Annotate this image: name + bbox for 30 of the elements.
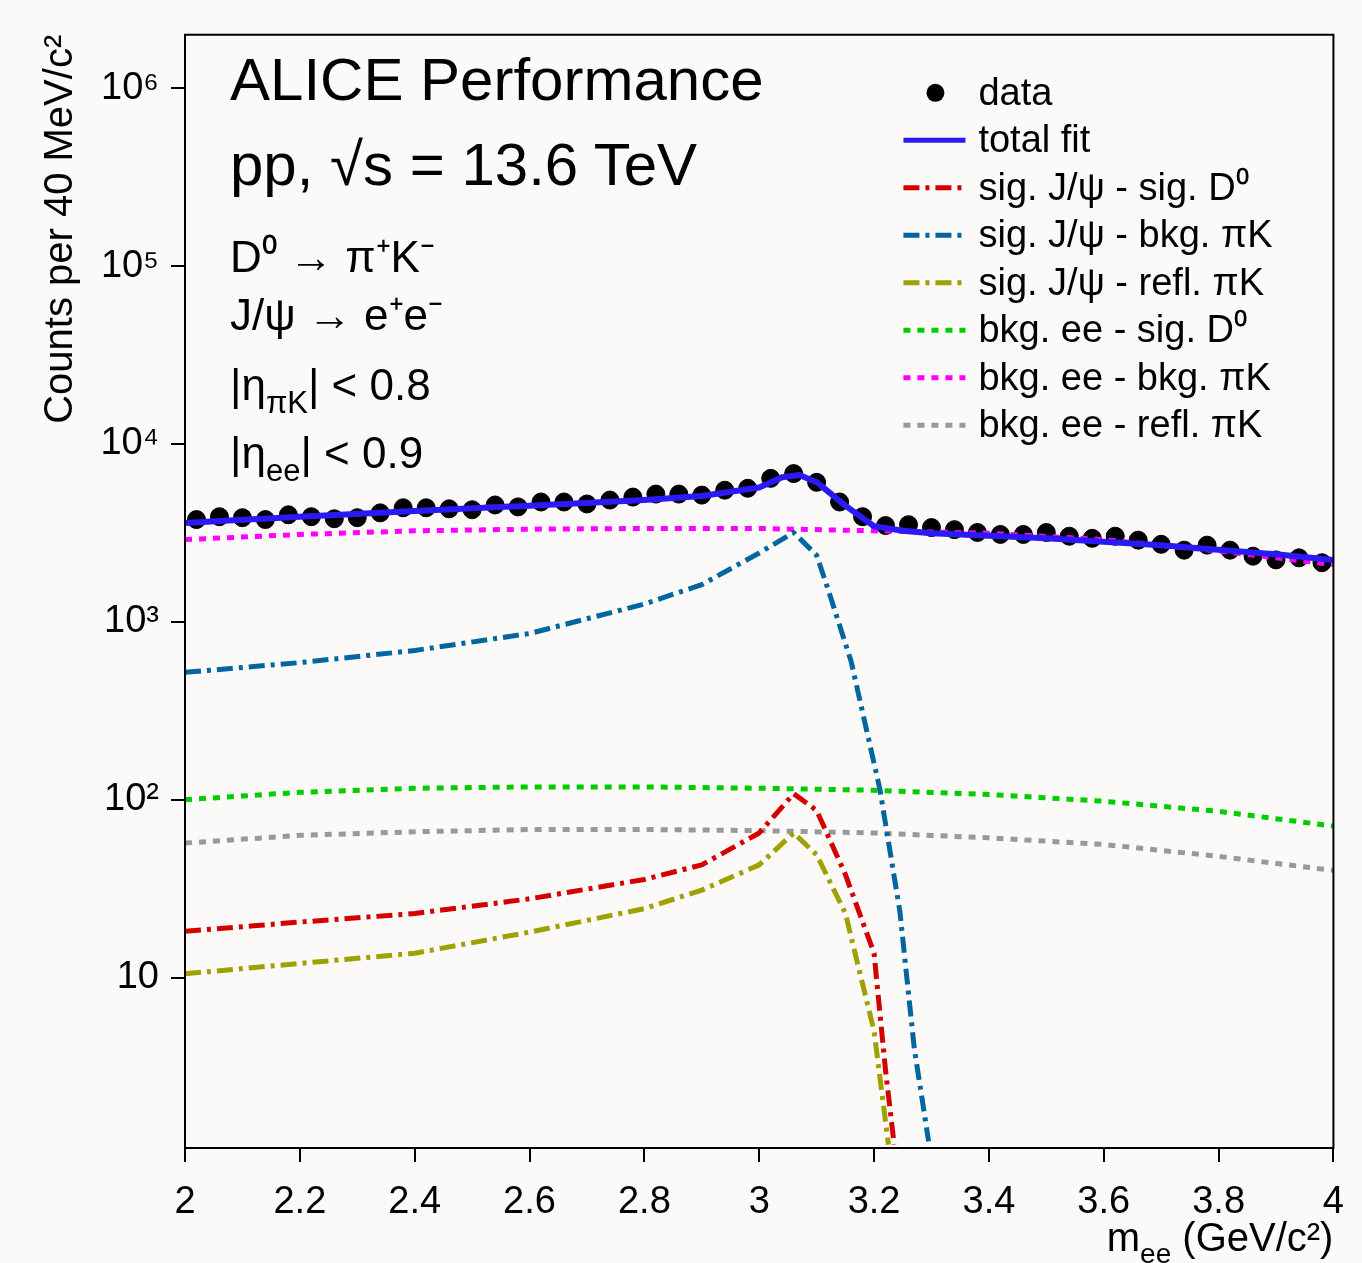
y-axis-title: Counts per 40 MeV/c²	[36, 34, 80, 424]
x-tick-label: 2.4	[388, 1179, 442, 1222]
legend-label: sig. J/ψ - sig. D⁰	[978, 165, 1249, 208]
x-tick-label: 3	[748, 1179, 770, 1222]
x-tick-label: 2	[174, 1179, 196, 1222]
x-tick-label: 3.8	[1192, 1179, 1245, 1222]
legend-label: bkg. ee - refl. πK	[978, 403, 1263, 446]
legend-label: bkg. ee - sig. D⁰	[978, 308, 1247, 351]
x-tick-label: 3.6	[1077, 1179, 1131, 1222]
annotation: D⁰ → π⁺K⁻	[230, 232, 435, 281]
x-tick-label: 2.6	[503, 1179, 556, 1222]
annotation: pp, √s = 13.6 TeV	[230, 131, 698, 198]
legend-label: sig. J/ψ - refl. πK	[978, 260, 1265, 303]
legend-label: data	[978, 70, 1054, 113]
y-tick-label: 10⁶	[101, 64, 159, 107]
x-tick-label: 3.4	[962, 1179, 1016, 1222]
y-tick-label: 10	[116, 954, 159, 997]
x-tick-label: 3.2	[847, 1179, 901, 1222]
legend-label: total fit	[978, 118, 1091, 161]
annotation: J/ψ → e⁺e⁻	[230, 290, 443, 339]
legend-label: bkg. ee - bkg. πK	[978, 355, 1271, 398]
y-tick-label: 10⁴	[100, 420, 159, 463]
y-tick-label: 10⁵	[100, 242, 159, 285]
y-tick-label: 10²	[104, 776, 159, 819]
x-tick-label: 2.8	[617, 1179, 671, 1222]
x-tick-label: 2.2	[273, 1179, 327, 1222]
y-tick-label: 10³	[104, 598, 159, 641]
legend-label: sig. J/ψ - bkg. πK	[978, 213, 1273, 256]
annotation: ALICE Performance	[230, 46, 764, 113]
x-tick-label: 4	[1322, 1179, 1344, 1222]
